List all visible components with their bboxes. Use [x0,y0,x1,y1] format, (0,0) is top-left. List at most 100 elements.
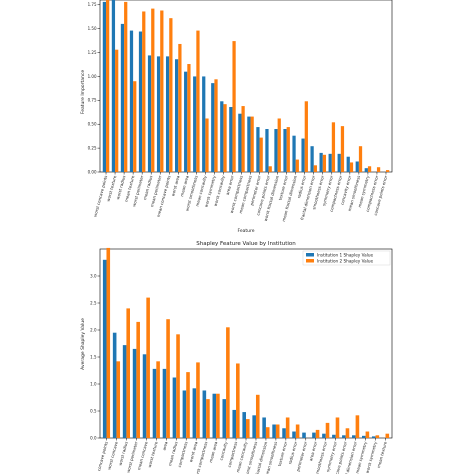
bot-bar-s0-25 [352,435,356,438]
bot-bar-s0-2 [122,345,127,438]
bot-bar-s1-25 [355,415,360,438]
top-bar-s1-12 [214,79,218,172]
top-xtick-label-2: worst radius [115,175,126,200]
bot-bar-s0-21 [312,432,316,438]
top-xtick-label-1: worst texture [106,174,118,202]
legend-swatch-institution-1 [306,253,314,257]
top-ytick-label-2: 0.50 [88,122,97,127]
top-bar-s0-9 [184,71,188,172]
top-bar-s1-1 [115,49,119,172]
bot-bar-s0-0 [102,259,107,438]
top-xtick-label-8: worst area [170,174,180,196]
top-bar-s1-25 [331,122,336,172]
top-bar-s0-12 [211,83,215,172]
top-bar-s1-18 [268,166,272,172]
bot-bar-s0-13 [232,409,237,438]
bot-xtick-label-12: concavity [219,440,229,460]
top-xtick-label-5: mean radius [142,175,153,200]
top-bar-s1-27 [349,162,354,172]
top-bar-s1-6 [160,10,164,173]
top-bar-s0-22 [301,138,305,172]
bot-bar-s1-21 [315,429,320,438]
bot-bar-s1-27 [375,435,380,438]
bot-xtick-label-21: area error [308,441,318,462]
importance-chart: 0.000.250.500.751.001.251.501.75 worst c… [80,0,393,234]
top-xtick-label-3: mean texture [124,174,136,202]
top-bar-s1-14 [232,41,236,173]
bot-ytick-label-2: 1.0 [90,381,97,386]
top-bar-s1-10 [196,30,200,172]
top-bar-s1-15 [241,106,245,172]
top-bar-s1-31 [385,170,390,172]
top-ytick-label-3: 0.75 [88,98,97,103]
top-bar-s0-13 [220,101,224,172]
top-bar-s0-19 [274,129,278,172]
bot-bar-s0-24 [342,435,346,438]
top-bar-s1-7 [169,18,173,172]
bot-bar-s1-23 [335,417,340,438]
bot-bar-s0-15 [252,415,256,438]
bot-bar-s1-3 [136,321,140,438]
bot-bar-s1-8 [186,372,190,438]
top-bar-s0-18 [265,129,269,172]
top-bar-s0-0 [102,1,107,172]
shapley-chart: Shapley Feature Value by Institution 0.0… [80,241,393,474]
bot-bar-s0-18 [282,428,286,438]
bot-bar-s0-19 [292,431,296,438]
shapley-chart-title: Shapley Feature Value by Institution [196,241,296,247]
top-bar-s1-8 [178,43,182,173]
bot-bar-s1-15 [255,394,260,438]
bot-bar-s1-4 [146,297,150,438]
bot-xtick-label-28: mean texture [376,440,388,468]
top-bar-s0-24 [319,152,323,172]
bot-ytick-label-6: 3.0 [90,273,97,278]
bot-bar-s1-18 [285,417,290,438]
top-bar-s0-25 [328,153,332,172]
bot-xtick-label-6: area [161,440,168,450]
top-bar-s1-26 [340,126,345,172]
top-bar-s1-5 [151,8,155,172]
top-bar-s1-28 [358,146,363,172]
bot-ytick-label-4: 2.0 [90,327,97,332]
top-bar-s0-3 [129,30,134,172]
bot-bar-s0-10 [202,390,207,438]
bot-bar-s0-9 [192,388,197,438]
shapley-y-axis-label: Average Shapley Value [80,318,86,370]
top-bar-s1-29 [367,166,372,172]
bot-bar-s0-27 [371,436,376,438]
bot-bar-s1-22 [325,422,330,438]
top-bar-s1-3 [133,81,137,172]
top-bar-s1-9 [187,64,191,172]
top-bar-s0-6 [156,56,161,172]
top-bar-s1-13 [223,104,227,172]
top-bar-s1-24 [322,154,327,172]
legend-box [302,250,391,266]
importance-y-axis-label: Feature Importance [80,70,86,114]
top-bar-s0-17 [256,127,260,172]
bot-ytick-label-3: 1.5 [90,354,97,359]
bot-ytick-label-1: 0.5 [90,408,97,413]
bot-bar-s0-6 [162,368,167,438]
top-bar-s0-8 [175,59,179,172]
top-xtick-label-9: mean area [179,174,190,197]
bot-xtick-label-2: worst radius [117,441,128,466]
legend-label-institution-1: Institution 1 Shapley Value [317,253,374,258]
top-bar-s0-11 [202,76,206,172]
top-bar-s0-14 [229,107,233,172]
top-ytick-label-7: 1.75 [88,2,97,7]
bot-bar-s0-5 [152,368,157,438]
top-bar-s0-15 [238,113,242,172]
top-bar-s1-20 [286,127,290,172]
top-bar-s0-28 [355,161,359,172]
top-bar-s1-17 [259,137,263,172]
bot-bar-s0-23 [332,434,336,438]
top-xtick-label-20: texture error [278,175,289,201]
bot-bar-s1-14 [246,419,250,438]
bot-bar-s0-26 [362,435,366,438]
top-bar-s1-16 [250,116,254,172]
top-bar-s1-19 [277,118,281,172]
top-bar-s1-2 [124,1,128,172]
top-bar-s0-23 [310,146,314,172]
bot-bar-s0-20 [302,432,306,438]
bot-xtick-label-11: mean area [208,440,219,463]
